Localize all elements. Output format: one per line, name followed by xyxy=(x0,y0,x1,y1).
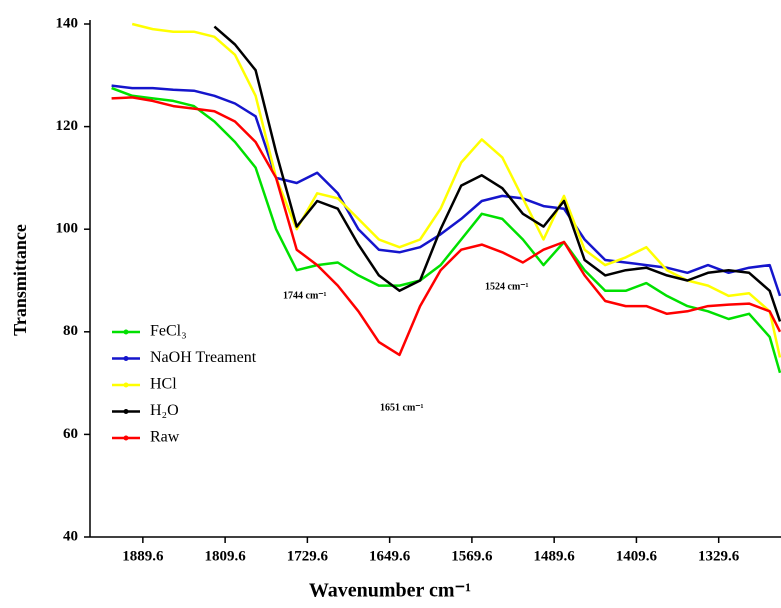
y-tick-label: 80 xyxy=(63,323,78,339)
x-tick-label: 1729.6 xyxy=(287,548,329,564)
legend-label: Raw xyxy=(150,429,180,446)
series-line xyxy=(111,86,781,374)
x-tick-label: 1569.6 xyxy=(451,548,493,564)
x-tick-label: 1489.6 xyxy=(534,548,576,564)
y-tick-label: 120 xyxy=(56,118,79,134)
x-tick-label: 1329.6 xyxy=(698,548,740,564)
y-tick-label: 40 xyxy=(63,528,78,544)
x-axis-title: Wavenumber cm⁻¹ xyxy=(309,580,471,602)
x-tick-label: 1409.6 xyxy=(616,548,658,564)
series-line xyxy=(213,25,781,322)
annotation: 1651 cm⁻¹ xyxy=(380,402,424,413)
legend-marker xyxy=(123,435,129,441)
legend-label: HCl xyxy=(150,376,177,393)
legend-label: NaOH Treament xyxy=(150,349,257,366)
annotation: 1524 cm⁻¹ xyxy=(485,281,529,292)
annotation: 1744 cm⁻¹ xyxy=(283,290,327,301)
x-tick-label: 1649.6 xyxy=(369,548,411,564)
legend-marker xyxy=(123,356,129,361)
legend-marker xyxy=(123,382,129,388)
y-tick-label: 100 xyxy=(56,221,79,237)
legend-label: H₂O xyxy=(150,402,179,419)
y-axis-title: Transmittance xyxy=(10,224,30,336)
y-tick-label: 60 xyxy=(63,426,78,442)
x-tick-label: 1809.6 xyxy=(204,548,246,564)
y-tick-label: 140 xyxy=(56,15,79,31)
series-line xyxy=(111,96,781,357)
x-tick-label: 1889.6 xyxy=(122,548,164,564)
series-line xyxy=(131,22,781,358)
legend-marker xyxy=(123,409,129,414)
series-line xyxy=(111,84,781,297)
legend-label: FeCl₃ xyxy=(150,323,187,340)
legend-marker xyxy=(123,329,129,335)
